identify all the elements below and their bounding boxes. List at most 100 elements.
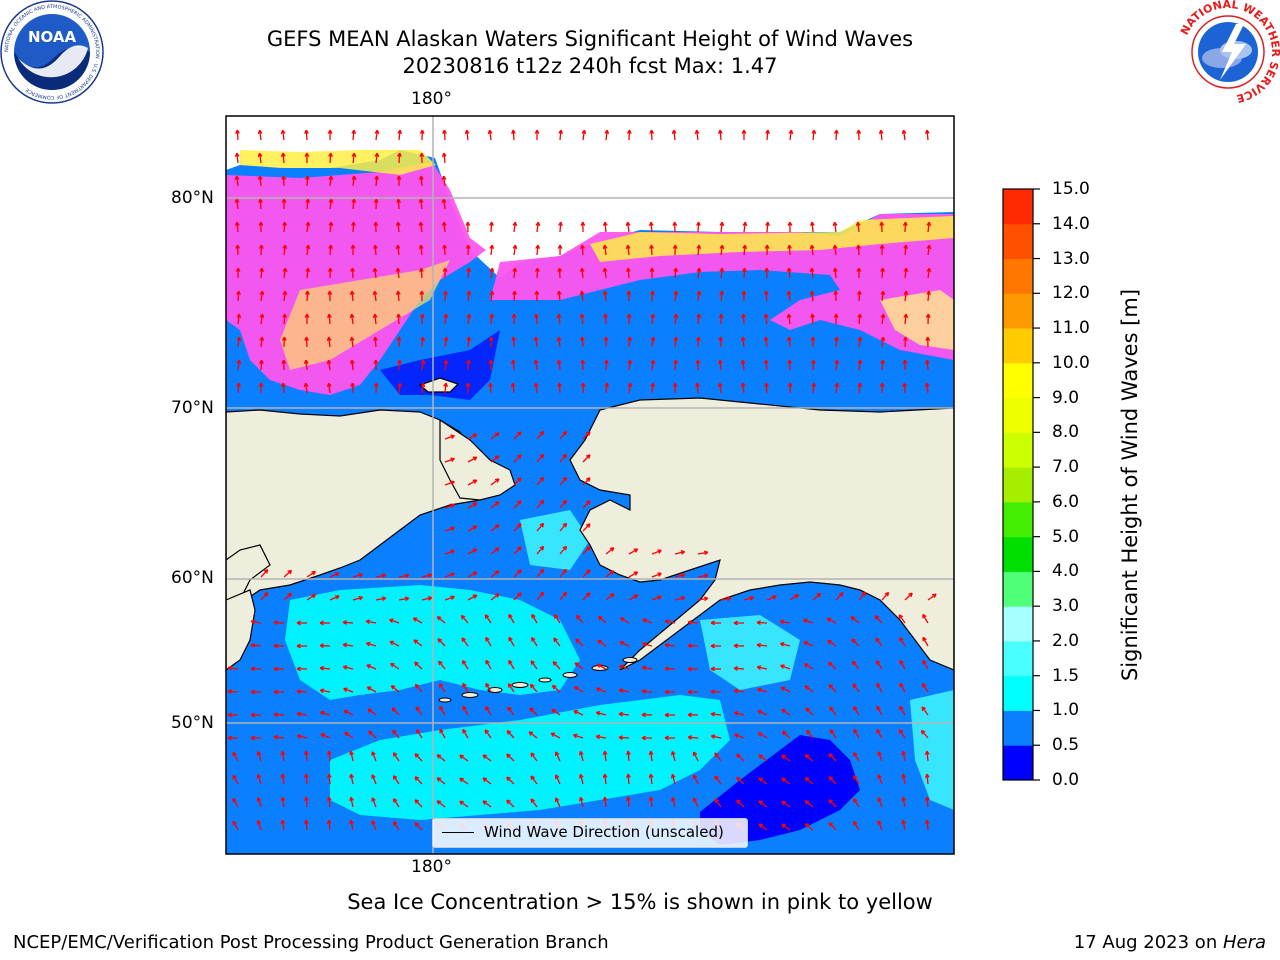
wind-wave-arrow: [414, 799, 423, 808]
wind-wave-arrow: [303, 359, 309, 371]
wind-wave-arrow: [462, 728, 469, 739]
colorbar-segment: [1003, 293, 1033, 329]
wind-wave-arrow: [559, 430, 568, 440]
wind-wave-arrow: [305, 198, 311, 210]
aleutian-islands: [438, 657, 638, 703]
wind-wave-arrow: [641, 665, 653, 671]
wind-wave-arrow: [373, 244, 378, 256]
wind-wave-arrow: [234, 152, 240, 164]
wind-wave-arrow: [664, 619, 676, 624]
lon-label-bottom: 180°: [411, 857, 452, 877]
wind-wave-arrow: [461, 637, 469, 647]
wind-wave-arrow: [371, 751, 377, 762]
footer-producer: NCEP/EMC/Verification Post Processing Pr…: [13, 932, 609, 953]
wind-wave-arrow: [740, 382, 746, 394]
colorbar-segment: [1003, 189, 1033, 225]
wind-wave-arrow: [303, 796, 309, 808]
lat-label-70n: 70°N: [171, 398, 214, 418]
wind-wave-arrow: [804, 685, 814, 693]
dark-blue-north: [380, 330, 500, 400]
wind-wave-arrow: [579, 313, 585, 325]
wind-wave-arrow: [804, 777, 814, 785]
wind-wave-arrow: [764, 382, 769, 394]
wind-wave-arrow: [485, 682, 492, 693]
wind-wave-arrow: [673, 359, 678, 371]
wind-wave-arrow: [444, 549, 455, 555]
wind-wave-arrow: [371, 797, 377, 808]
wind-wave-arrow: [733, 710, 745, 716]
wind-wave-arrow: [280, 750, 286, 762]
colorbar: [1003, 188, 1040, 781]
wind-wave-arrow: [604, 359, 609, 371]
wind-wave-arrow: [881, 591, 890, 601]
wind-wave-arrow: [787, 359, 793, 371]
wind-wave-arrow: [350, 244, 356, 256]
nws-logo: NATIONAL WEATHER SERVICE: [1178, 0, 1280, 104]
wind-wave-arrow: [803, 618, 814, 624]
wind-wave-arrow: [580, 336, 585, 348]
wind-wave-arrow: [832, 244, 838, 256]
wind-wave-arrow: [536, 476, 545, 486]
wind-wave-arrow: [419, 175, 424, 187]
wind-wave-arrow: [259, 336, 265, 348]
gridlines: [226, 116, 954, 854]
wind-wave-arrow: [857, 336, 863, 348]
wind-wave-arrow: [763, 336, 769, 348]
wind-wave-arrow: [507, 706, 515, 716]
wind-wave-arrow: [303, 773, 309, 785]
wind-wave-arrow: [372, 313, 378, 325]
wind-wave-arrow: [764, 244, 770, 256]
wind-wave-arrow: [349, 359, 355, 371]
wind-wave-arrow: [697, 573, 709, 579]
wind-wave-arrow: [443, 313, 449, 325]
wind-wave-arrow: [578, 750, 584, 762]
wind-wave-arrow: [733, 688, 745, 694]
wind-wave-arrow: [692, 774, 699, 785]
wind-wave-arrow: [529, 683, 538, 693]
wind-wave-arrow: [733, 620, 745, 626]
wind-wave-arrow: [924, 819, 930, 831]
wind-wave-arrow: [392, 729, 400, 739]
wind-wave-arrow: [627, 336, 632, 348]
wind-wave-arrow: [903, 290, 909, 302]
wind-wave-arrow: [574, 662, 584, 670]
wind-wave-arrow: [803, 641, 814, 647]
wind-wave-arrow: [420, 336, 426, 348]
wind-wave-arrow: [710, 643, 721, 649]
wind-wave-arrow: [597, 615, 607, 624]
wind-wave-arrow: [296, 689, 308, 694]
wind-wave-arrow: [256, 797, 262, 808]
wind-wave-arrow: [366, 664, 377, 670]
wind-wave-arrow: [536, 522, 545, 532]
land-alaska: [569, 397, 954, 671]
wind-wave-arrow: [757, 732, 768, 739]
wind-wave-arrow: [513, 592, 522, 601]
wind-wave-arrow: [687, 689, 699, 695]
wind-wave-arrow: [856, 290, 862, 302]
sea-ice-yellow-east-2: [880, 290, 954, 350]
wind-wave-arrow: [736, 753, 745, 762]
wind-wave-arrow: [626, 750, 631, 762]
wind-wave-arrow: [573, 733, 584, 739]
lat-label-50n: 50°N: [171, 713, 214, 733]
wind-wave-arrow: [536, 568, 545, 578]
wind-wave-arrow: [534, 313, 539, 325]
wind-wave-arrow: [342, 665, 354, 670]
wind-wave-arrow: [490, 501, 500, 509]
sea-ice-note: Sea Ice Concentration > 15% is shown in …: [347, 890, 933, 914]
colorbar-tick-label: 1.5: [1052, 665, 1080, 686]
wind-wave-arrow: [528, 731, 538, 739]
wind-wave-arrow: [696, 313, 702, 325]
wind-wave-arrow: [534, 129, 540, 141]
wind-wave-arrow: [899, 659, 906, 670]
wind-wave-arrow: [375, 596, 387, 602]
wind-wave-arrow: [664, 666, 676, 672]
wind-wave-arrow: [531, 613, 538, 624]
wind-wave-arrow: [902, 221, 908, 233]
wind-wave-arrow: [227, 735, 239, 741]
map-layers: [226, 116, 954, 854]
wind-wave-arrow: [436, 615, 446, 624]
wind-wave-arrow: [250, 712, 262, 718]
wind-wave-arrow: [397, 129, 403, 141]
colorbar-tick-label: 10.0: [1052, 352, 1090, 373]
